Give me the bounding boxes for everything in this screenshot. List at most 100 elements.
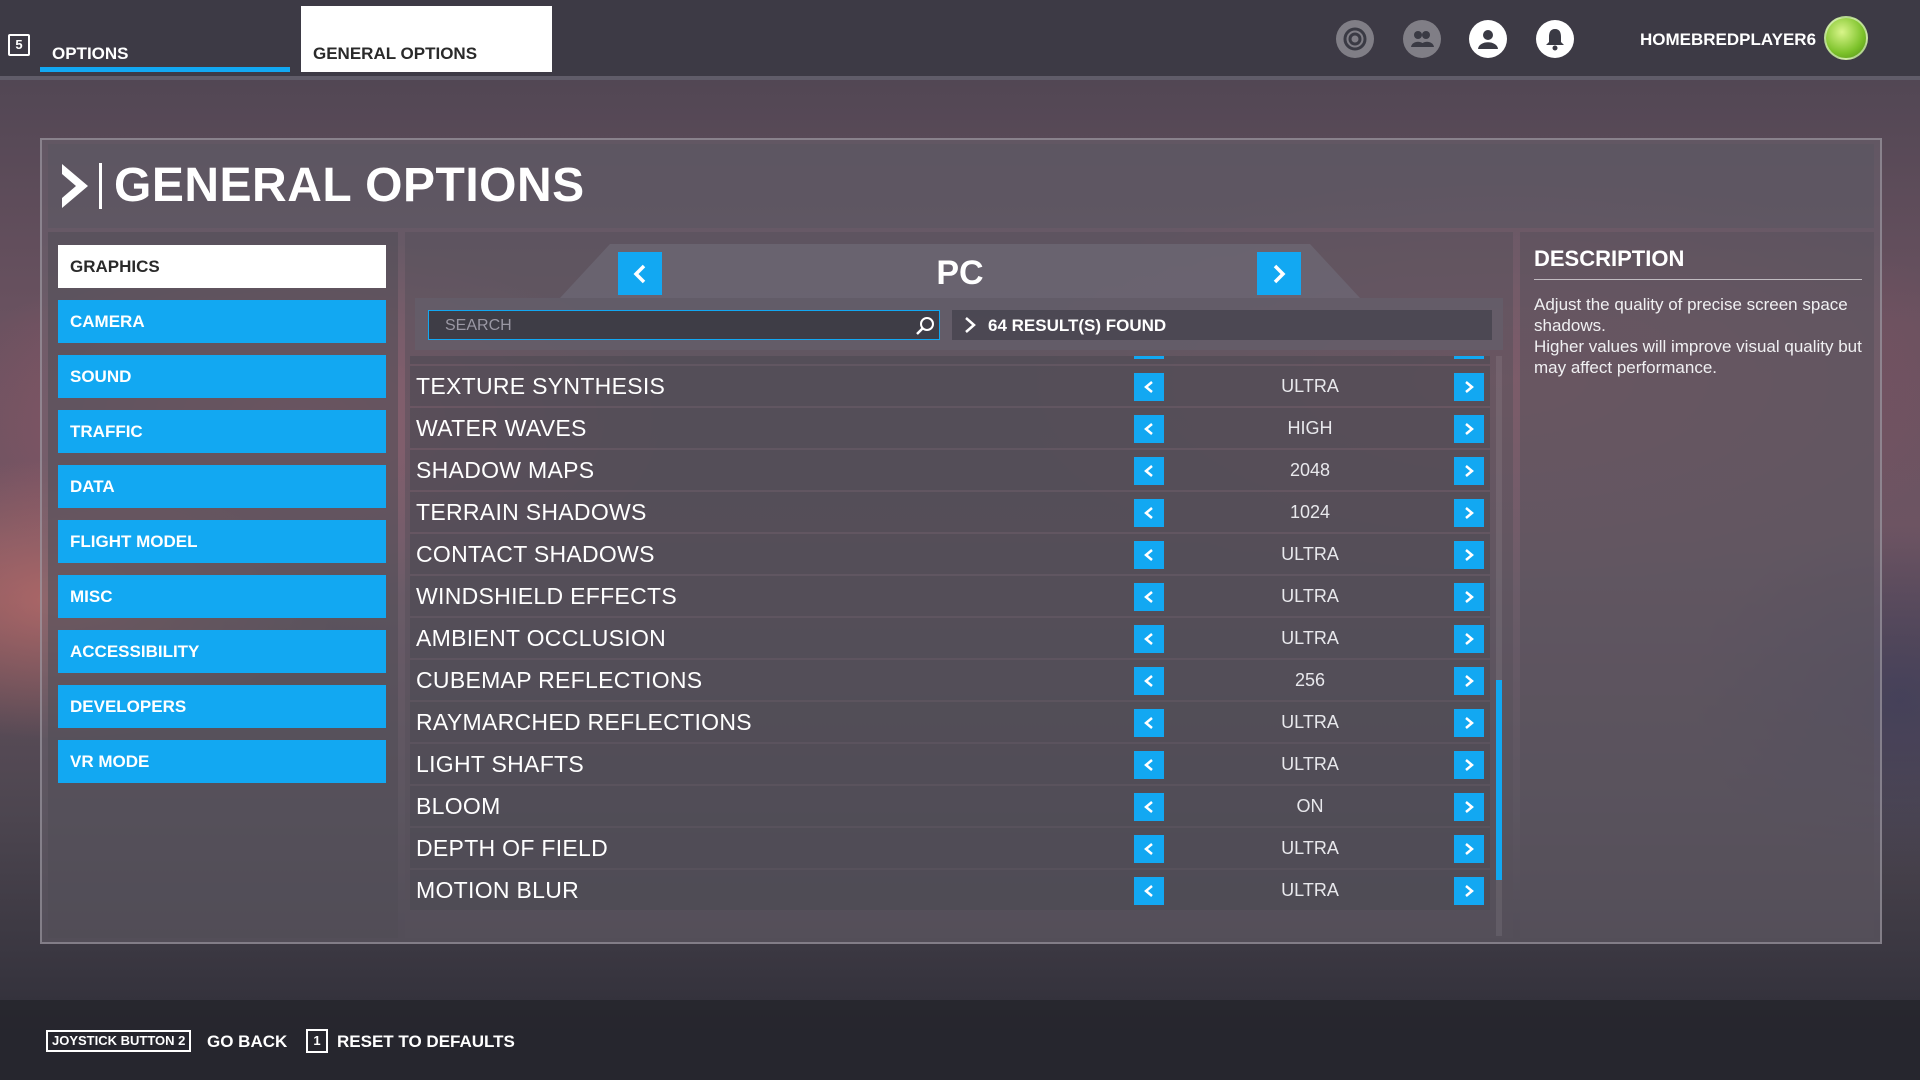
setting-row[interactable]: LIGHT SHAFTS ULTRA bbox=[410, 744, 1490, 784]
setting-next-button[interactable] bbox=[1454, 457, 1484, 485]
setting-prev-button[interactable] bbox=[1134, 583, 1164, 611]
chevron-left-icon bbox=[1144, 465, 1153, 477]
description-divider bbox=[1534, 279, 1862, 280]
setting-next-button[interactable] bbox=[1454, 415, 1484, 443]
category-sound[interactable]: SOUND bbox=[58, 355, 386, 398]
friends-icon[interactable] bbox=[1403, 20, 1441, 58]
setting-row[interactable]: CONTACT SHADOWS ULTRA bbox=[410, 534, 1490, 574]
chevron-right-icon bbox=[1273, 264, 1286, 283]
tab-general-options[interactable]: GENERAL OPTIONS bbox=[301, 6, 552, 72]
tab-options[interactable]: OPTIONS bbox=[40, 6, 290, 72]
setting-prev-button[interactable] bbox=[1134, 709, 1164, 737]
setting-next-button[interactable] bbox=[1454, 373, 1484, 401]
activity-icon[interactable] bbox=[1336, 20, 1374, 58]
category-vr-mode[interactable]: VR MODE bbox=[58, 740, 386, 783]
platform-label: PC bbox=[936, 254, 984, 292]
setting-value: 1024 bbox=[1289, 502, 1331, 522]
setting-prev-button[interactable] bbox=[1134, 751, 1164, 779]
chevron-right-icon bbox=[1465, 591, 1474, 603]
setting-next-button[interactable] bbox=[1454, 709, 1484, 737]
username[interactable]: HOMEBREDPLAYER6 bbox=[1640, 30, 1817, 49]
setting-row[interactable]: DEPTH OF FIELD ULTRA bbox=[410, 828, 1490, 868]
setting-row[interactable]: WATER WAVES HIGH bbox=[410, 408, 1490, 448]
setting-prev-button[interactable] bbox=[1134, 625, 1164, 653]
setting-prev-button[interactable] bbox=[1134, 373, 1164, 401]
settings-list[interactable]: TEXTURE SUPERSAMPLING6X6 TEXTURE SYNTHESI… bbox=[410, 356, 1490, 936]
panel-header bbox=[48, 144, 1874, 228]
chevron-right-icon bbox=[964, 317, 976, 338]
setting-next-button[interactable] bbox=[1454, 625, 1484, 653]
go-back-key-badge: JOYSTICK BUTTON 2 bbox=[46, 1030, 192, 1052]
category-traffic[interactable]: TRAFFIC bbox=[58, 410, 386, 453]
setting-next-button[interactable] bbox=[1454, 583, 1484, 611]
description-line: Higher values will improve visual qualit… bbox=[1534, 337, 1862, 377]
profile-icon[interactable] bbox=[1469, 20, 1507, 58]
setting-label: MOTION BLUR bbox=[416, 877, 580, 903]
setting-row[interactable]: TEXTURE SUPERSAMPLING6X6 bbox=[410, 356, 1490, 364]
setting-label: RAYMARCHED REFLECTIONS bbox=[416, 709, 752, 735]
chevron-left-icon bbox=[1144, 423, 1153, 435]
setting-prev-button[interactable] bbox=[1134, 541, 1164, 569]
setting-row[interactable]: SHADOW MAPS 2048 bbox=[410, 450, 1490, 490]
setting-prev-button[interactable] bbox=[1134, 356, 1164, 359]
setting-value: ULTRA bbox=[1281, 628, 1339, 648]
chevron-left-icon bbox=[633, 264, 646, 283]
chevron-left-icon bbox=[1144, 759, 1153, 771]
platform-next-button[interactable] bbox=[1257, 252, 1301, 295]
setting-row[interactable]: RAYMARCHED REFLECTIONS ULTRA bbox=[410, 702, 1490, 742]
platform-prev-button[interactable] bbox=[618, 252, 662, 295]
setting-row[interactable]: AMBIENT OCCLUSION ULTRA bbox=[410, 618, 1490, 658]
setting-next-button[interactable] bbox=[1454, 793, 1484, 821]
chevron-right-icon bbox=[1465, 759, 1474, 771]
setting-next-button[interactable] bbox=[1454, 667, 1484, 695]
chevron-left-icon bbox=[1144, 549, 1153, 561]
search-input[interactable] bbox=[445, 315, 885, 337]
setting-row[interactable]: BLOOM ON bbox=[410, 786, 1490, 826]
setting-label: BLOOM bbox=[416, 793, 501, 819]
setting-prev-button[interactable] bbox=[1134, 835, 1164, 863]
setting-label: WINDSHIELD EFFECTS bbox=[416, 583, 677, 609]
setting-next-button[interactable] bbox=[1454, 356, 1484, 359]
setting-row[interactable]: TEXTURE SYNTHESIS ULTRA bbox=[410, 366, 1490, 406]
chevron-right-icon bbox=[1465, 549, 1474, 561]
setting-row[interactable]: MOTION BLUR ULTRA bbox=[410, 870, 1490, 910]
chevron-right-icon bbox=[1465, 717, 1474, 729]
category-data[interactable]: DATA bbox=[58, 465, 386, 508]
category-flight-model[interactable]: FLIGHT MODEL bbox=[58, 520, 386, 563]
setting-label: CUBEMAP REFLECTIONS bbox=[416, 667, 703, 693]
setting-value: ULTRA bbox=[1281, 712, 1339, 732]
category-misc[interactable]: MISC bbox=[58, 575, 386, 618]
setting-label: TEXTURE SUPERSAMPLING bbox=[416, 356, 734, 358]
setting-prev-button[interactable] bbox=[1134, 877, 1164, 905]
setting-value: ULTRA bbox=[1281, 544, 1339, 564]
setting-prev-button[interactable] bbox=[1134, 457, 1164, 485]
setting-row[interactable]: TERRAIN SHADOWS 1024 bbox=[410, 492, 1490, 532]
avatar[interactable] bbox=[1824, 16, 1868, 60]
setting-next-button[interactable] bbox=[1454, 499, 1484, 527]
setting-label: AMBIENT OCCLUSION bbox=[416, 625, 667, 651]
setting-next-button[interactable] bbox=[1454, 835, 1484, 863]
chevron-left-icon bbox=[1144, 717, 1153, 729]
scrollbar-thumb[interactable] bbox=[1496, 680, 1502, 880]
setting-prev-button[interactable] bbox=[1134, 793, 1164, 821]
scrollbar-track[interactable] bbox=[1496, 356, 1502, 936]
category-accessibility[interactable]: ACCESSIBILITY bbox=[58, 630, 386, 673]
notifications-icon[interactable] bbox=[1536, 20, 1574, 58]
setting-prev-button[interactable] bbox=[1134, 499, 1164, 527]
setting-row[interactable]: CUBEMAP REFLECTIONS 256 bbox=[410, 660, 1490, 700]
chevron-right-icon bbox=[1465, 507, 1474, 519]
category-graphics[interactable]: GRAPHICS bbox=[58, 245, 386, 288]
category-developers[interactable]: DEVELOPERS bbox=[58, 685, 386, 728]
setting-prev-button[interactable] bbox=[1134, 667, 1164, 695]
setting-prev-button[interactable] bbox=[1134, 415, 1164, 443]
setting-next-button[interactable] bbox=[1454, 751, 1484, 779]
go-back-button[interactable]: GO BACK bbox=[207, 1032, 288, 1051]
setting-next-button[interactable] bbox=[1454, 541, 1484, 569]
reset-to-defaults-button[interactable]: RESET TO DEFAULTS bbox=[337, 1032, 515, 1051]
category-camera[interactable]: CAMERA bbox=[58, 300, 386, 343]
setting-value: ON bbox=[1296, 796, 1324, 816]
search-icon[interactable] bbox=[915, 315, 937, 342]
setting-row[interactable]: WINDSHIELD EFFECTS ULTRA bbox=[410, 576, 1490, 616]
setting-next-button[interactable] bbox=[1454, 877, 1484, 905]
setting-label: DEPTH OF FIELD bbox=[416, 835, 609, 861]
